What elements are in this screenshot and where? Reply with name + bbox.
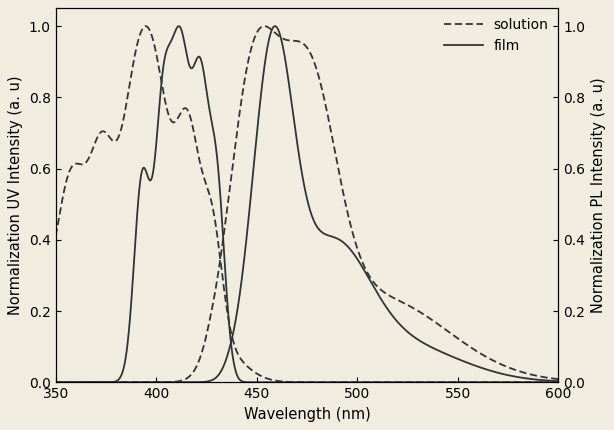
Y-axis label: Normalization UV Intensity (a. u): Normalization UV Intensity (a. u) — [9, 76, 23, 315]
Y-axis label: Normalization PL Intensity (a. u): Normalization PL Intensity (a. u) — [591, 77, 605, 313]
X-axis label: Wavelength (nm): Wavelength (nm) — [244, 407, 370, 422]
Legend: solution, film: solution, film — [438, 12, 554, 58]
